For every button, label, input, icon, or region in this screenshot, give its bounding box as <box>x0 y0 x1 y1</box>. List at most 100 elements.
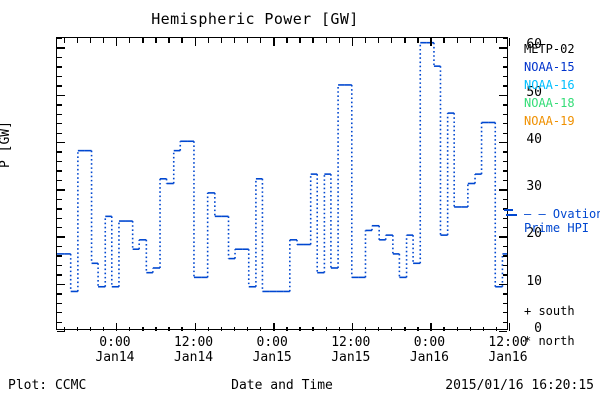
y-tick-right <box>57 293 62 295</box>
y-tick <box>499 236 507 238</box>
x-tick <box>404 326 406 331</box>
legend-item-noaa-19: NOAA-19 <box>524 114 575 128</box>
x-tick-top <box>286 38 288 43</box>
y-tick-right <box>57 123 62 125</box>
y-tick <box>502 160 507 163</box>
x-tick-top <box>115 38 118 46</box>
y-tick-right <box>57 75 62 78</box>
y-tick <box>502 179 507 182</box>
y-tick-label: 0 <box>534 321 542 336</box>
ovation-legend-dash <box>506 214 517 216</box>
x-tick-top <box>63 38 65 43</box>
x-tick <box>299 326 301 331</box>
x-tick-top <box>299 38 301 43</box>
x-tick-top <box>273 38 275 46</box>
x-tick <box>155 326 157 331</box>
x-tick-label: 0:00 Jan14 <box>75 335 155 365</box>
x-tick-time: 12:00 <box>488 335 528 350</box>
satellite-legend: METP-02 NOAA-15 NOAA-16 NOAA-18 NOAA-19 <box>524 40 575 130</box>
plot-area <box>56 37 511 333</box>
y-tick <box>502 321 507 323</box>
hemisphere-marker-legend: + south * north <box>524 296 575 356</box>
y-tick <box>502 85 507 87</box>
y-tick <box>502 217 507 219</box>
y-tick <box>502 227 507 229</box>
generation-timestamp: 2015/01/16 16:20:15 <box>445 378 594 393</box>
x-tick-top <box>469 38 472 43</box>
y-tick <box>502 170 507 172</box>
plot-credit: Plot: CCMC <box>8 378 87 393</box>
y-tick <box>502 56 507 59</box>
y-tick-right <box>57 160 62 163</box>
x-tick <box>246 326 249 331</box>
legend-item-metp-02: METP-02 <box>524 42 575 56</box>
ovation-axis-marker <box>504 209 513 211</box>
marker-legend-north: * north <box>524 334 575 348</box>
x-tick-date: Jan15 <box>331 350 371 365</box>
x-tick-top <box>482 38 485 43</box>
x-tick-top <box>377 38 380 43</box>
y-tick-right <box>57 47 65 49</box>
x-tick-date: Jan14 <box>95 350 135 365</box>
x-tick <box>260 326 262 331</box>
y-tick-right <box>57 302 62 305</box>
x-tick-top <box>456 38 458 43</box>
x-tick <box>194 323 196 331</box>
y-tick <box>499 189 507 191</box>
x-tick <box>469 326 472 331</box>
y-tick <box>502 75 507 78</box>
ovation-legend-line-1: — — Ovation <box>524 207 600 221</box>
y-tick <box>499 94 507 97</box>
x-tick <box>102 326 105 331</box>
y-tick-right <box>57 38 62 40</box>
x-tick-top <box>260 38 262 43</box>
x-tick-top <box>364 38 367 43</box>
x-tick <box>63 326 65 331</box>
marker-legend-south: + south <box>524 304 575 318</box>
y-tick-right <box>57 56 62 59</box>
x-tick-top <box>168 38 170 43</box>
y-tick-label: 20 <box>526 226 542 242</box>
x-tick <box>181 326 183 331</box>
x-tick <box>142 326 144 331</box>
ovation-legend: — — Ovation Prime HPI <box>524 207 600 235</box>
x-tick-top <box>129 38 131 43</box>
y-tick-right <box>57 179 62 182</box>
y-tick-right <box>57 141 65 144</box>
x-tick-label: 0:00 Jan15 <box>232 335 312 365</box>
x-tick-time: 0:00 <box>256 335 288 350</box>
x-tick-top <box>509 38 511 46</box>
x-tick-top <box>338 38 341 43</box>
y-tick-right <box>57 151 62 153</box>
y-tick <box>502 38 507 40</box>
y-tick <box>502 198 507 201</box>
ovation-legend-line-2: Prime HPI <box>524 221 590 235</box>
x-tick-top <box>312 38 314 43</box>
x-tick-label: 12:00 Jan16 <box>468 335 548 365</box>
x-tick-top <box>102 38 105 43</box>
x-tick <box>129 326 131 331</box>
legend-item-noaa-15: NOAA-15 <box>524 60 575 74</box>
y-tick <box>502 245 507 248</box>
y-tick-label: 10 <box>526 273 542 289</box>
y-tick <box>499 331 507 333</box>
chart-title: Hemispheric Power [GW] <box>151 10 359 28</box>
x-tick-date: Jan15 <box>252 350 292 365</box>
x-tick-label: 12:00 Jan14 <box>154 335 234 365</box>
x-tick-top <box>351 38 354 46</box>
x-tick <box>495 326 498 331</box>
y-tick-label: 30 <box>526 179 542 195</box>
y-tick <box>502 151 507 153</box>
x-tick-top <box>76 38 79 43</box>
x-tick-label: 12:00 Jan15 <box>311 335 391 365</box>
y-tick <box>502 123 507 125</box>
y-tick-right <box>57 66 62 68</box>
x-tick-label: 0:00 Jan16 <box>389 335 469 365</box>
x-tick-top <box>233 38 236 43</box>
legend-item-noaa-18: NOAA-18 <box>524 96 575 110</box>
y-tick-right <box>57 198 62 201</box>
y-tick <box>502 264 507 267</box>
x-tick <box>351 323 354 331</box>
x-tick <box>207 326 210 331</box>
x-tick-time: 12:00 <box>173 335 214 350</box>
